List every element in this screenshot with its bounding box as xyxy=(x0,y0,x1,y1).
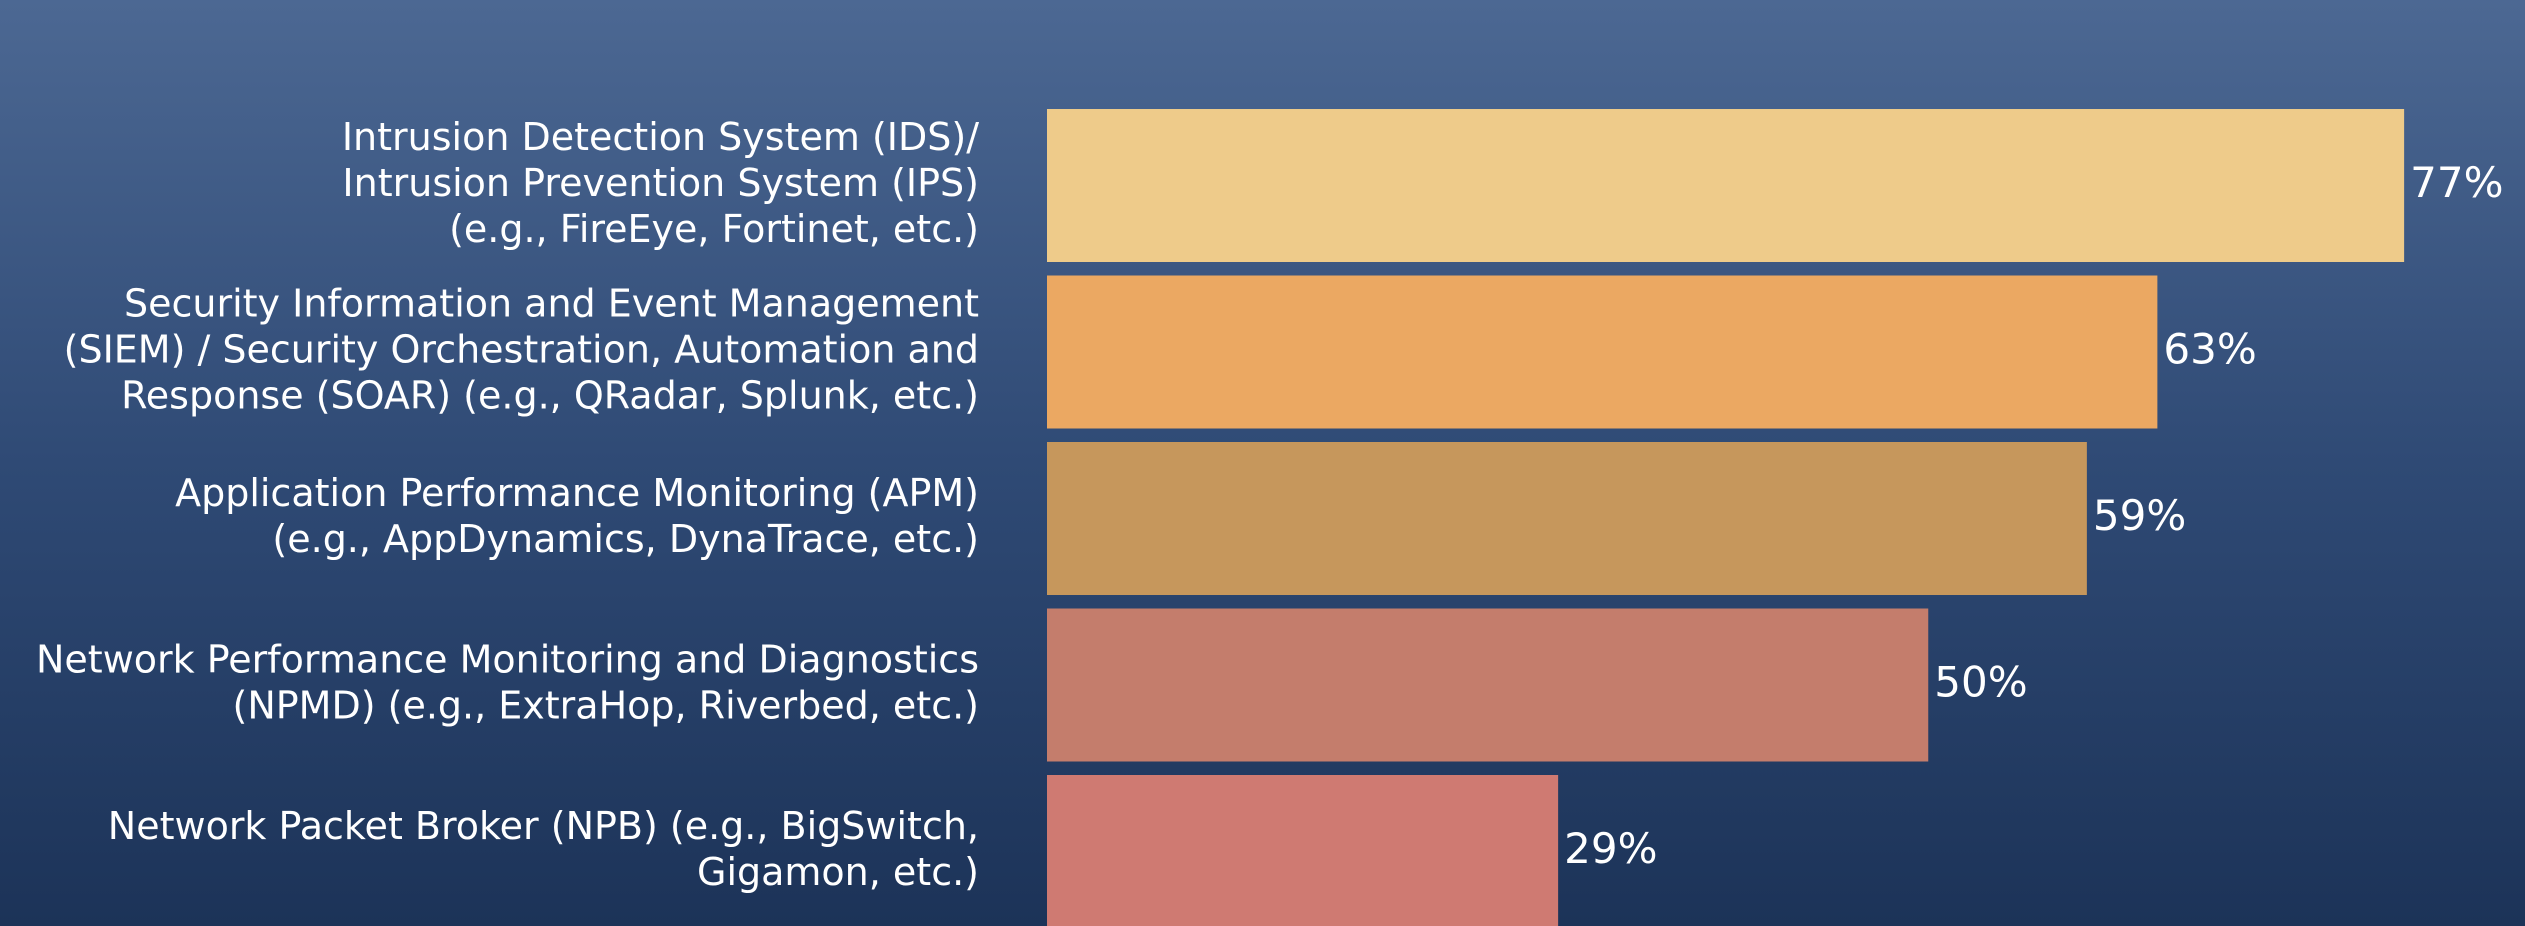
category-label: (e.g., AppDynamics, DynaTrace, etc.) xyxy=(272,517,979,561)
category-label: Security Information and Event Managemen… xyxy=(124,282,979,326)
bar xyxy=(1047,775,1559,926)
value-label: 50% xyxy=(1934,658,2027,707)
bar xyxy=(1047,442,2087,595)
value-label: 77% xyxy=(2410,158,2503,207)
bar xyxy=(1047,608,1929,762)
category-label: Network Performance Monitoring and Diagn… xyxy=(36,638,979,682)
value-label: 59% xyxy=(2093,491,2186,540)
category-label: (NPMD) (e.g., ExtraHop, Riverbed, etc.) xyxy=(233,684,979,728)
category-label: (SIEM) / Security Orchestration, Automat… xyxy=(64,328,979,372)
category-label: (e.g., FireEye, Fortinet, etc.) xyxy=(449,207,979,251)
category-label: Intrusion Prevention System (IPS) xyxy=(342,161,979,205)
value-label: 29% xyxy=(1564,824,1657,873)
bar xyxy=(1047,109,2405,262)
bar xyxy=(1047,275,2158,429)
category-label: Application Performance Monitoring (APM) xyxy=(175,471,979,515)
category-label: Gigamon, etc.) xyxy=(697,850,979,894)
category-label: Network Packet Broker (NPB) (e.g., BigSw… xyxy=(108,804,979,848)
category-label: Intrusion Detection System (IDS)/ xyxy=(342,115,979,159)
category-label: Response (SOAR) (e.g., QRadar, Splunk, e… xyxy=(121,374,979,418)
value-label: 63% xyxy=(2163,325,2256,374)
